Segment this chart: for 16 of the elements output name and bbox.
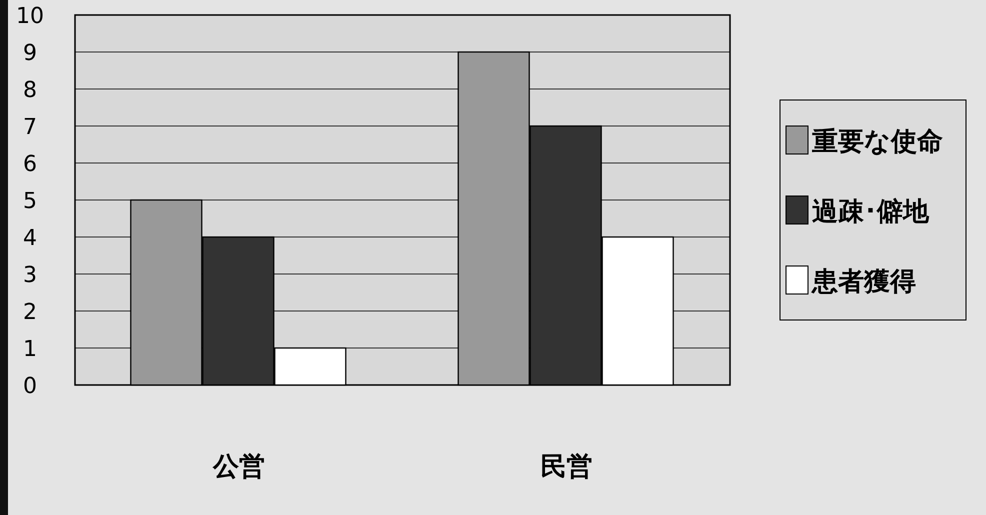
legend-label: 重要な使命: [811, 127, 943, 157]
y-tick-label: 9: [23, 41, 37, 66]
y-tick-label: 1: [23, 337, 37, 362]
y-tick-label: 8: [23, 78, 37, 103]
legend-label: 患者獲得: [811, 267, 916, 297]
y-tick-label: 7: [23, 115, 37, 140]
y-tick-label: 0: [23, 374, 37, 399]
x-tick-label: 公営: [212, 452, 265, 482]
y-tick-label: 2: [23, 300, 37, 325]
y-tick-label: 6: [23, 152, 37, 177]
x-tick-label: 民営: [540, 452, 592, 482]
y-tick-label: 3: [23, 263, 37, 288]
legend-label: 過疎･僻地: [812, 197, 930, 227]
y-tick-label: 4: [23, 226, 37, 251]
y-tick-label: 5: [23, 189, 37, 214]
y-tick-label: 10: [16, 4, 44, 29]
